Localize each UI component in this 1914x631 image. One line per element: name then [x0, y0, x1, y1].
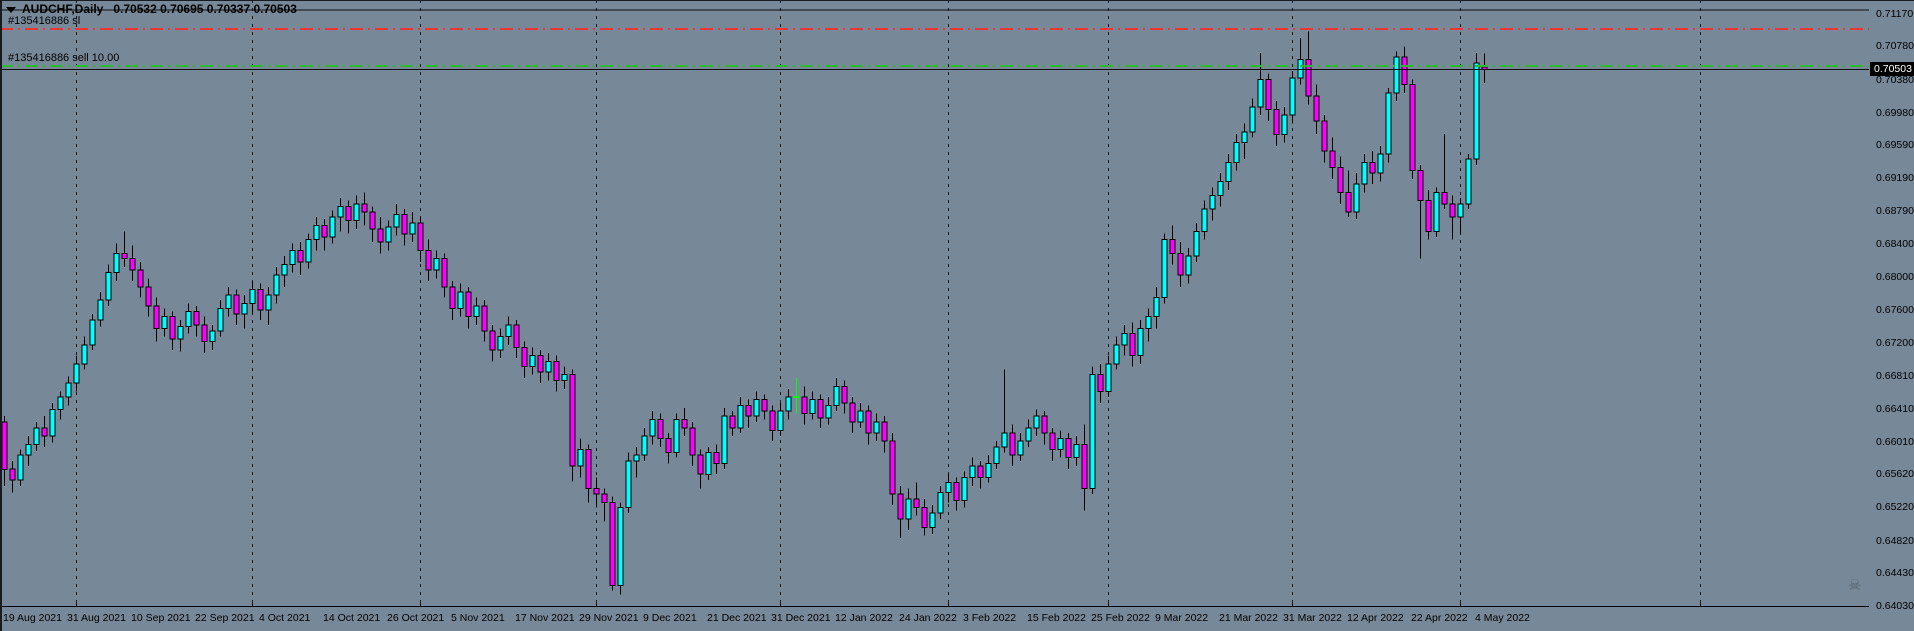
time-tick-label: 21 Mar 2022: [1219, 612, 1278, 624]
price-tick-label: 0.66810: [1876, 370, 1914, 382]
time-tick-label: 12 Apr 2022: [1347, 612, 1404, 624]
time-tick-label: 31 Mar 2022: [1283, 612, 1342, 624]
price-tick-label: 0.64820: [1876, 535, 1914, 547]
price-tick-label: 0.70380: [1876, 74, 1914, 86]
time-tick-label: 31 Aug 2021: [67, 612, 126, 624]
price-tick-label: 0.67200: [1876, 337, 1914, 349]
time-tick-label: 5 Nov 2021: [451, 612, 505, 624]
window-left-border: [0, 0, 2, 631]
time-tick-label: 10 Sep 2021: [131, 612, 191, 624]
price-tick-label: 0.70780: [1876, 40, 1914, 52]
time-tick-label: 15 Feb 2022: [1027, 612, 1086, 624]
time-tick-label: 31 Dec 2021: [771, 612, 831, 624]
candlestick-chart[interactable]: [0, 0, 1869, 607]
price-tick-label: 0.65620: [1876, 468, 1914, 480]
time-tick-label: 9 Dec 2021: [643, 612, 697, 624]
time-tick-label: 25 Feb 2022: [1091, 612, 1150, 624]
symbol-menu-arrow-icon[interactable]: [6, 7, 16, 13]
price-axis[interactable]: [1870, 0, 1914, 606]
price-tick-label: 0.64030: [1876, 600, 1914, 612]
time-tick-label: 14 Oct 2021: [323, 612, 381, 624]
sell-position-label: #135416886 sell 10.00: [8, 52, 120, 64]
time-tick-label: 4 May 2022: [1475, 612, 1530, 624]
time-tick-label: 22 Sep 2021: [195, 612, 255, 624]
price-tick-label: 0.69980: [1876, 107, 1914, 119]
time-tick-label: 4 Oct 2021: [259, 612, 311, 624]
window-top-border: [0, 0, 1914, 1]
time-tick-label: 12 Jan 2022: [835, 612, 893, 624]
price-tick-label: 0.69190: [1876, 172, 1914, 184]
price-tick-label: 0.68790: [1876, 205, 1914, 217]
time-tick-label: 21 Dec 2021: [707, 612, 767, 624]
time-tick-label: 17 Nov 2021: [515, 612, 575, 624]
price-tick-label: 0.69590: [1876, 139, 1914, 151]
price-tick-label: 0.67600: [1876, 304, 1914, 316]
price-tick-label: 0.66010: [1876, 436, 1914, 448]
price-tick-label: 0.68400: [1876, 238, 1914, 250]
time-tick-label: 9 Mar 2022: [1155, 612, 1209, 624]
time-tick-label: 29 Nov 2021: [579, 612, 639, 624]
time-tick-label: 24 Jan 2022: [899, 612, 957, 624]
price-tick-label: 0.68000: [1876, 271, 1914, 283]
price-tick-label: 0.64430: [1876, 567, 1914, 579]
time-tick-label: 3 Feb 2022: [963, 612, 1017, 624]
time-tick-label: 26 Oct 2021: [387, 612, 445, 624]
chart-ohlc-values: 0.70532 0.70695 0.70337 0.70503: [113, 2, 297, 16]
chart-title-row: AUDCHF,Daily 0.70532 0.70695 0.70337 0.7…: [6, 2, 297, 16]
stop-loss-label: #135416886 sl: [8, 15, 81, 27]
price-tick-label: 0.65220: [1876, 501, 1914, 513]
time-tick-label: 22 Apr 2022: [1411, 612, 1468, 624]
price-tick-label: 0.66410: [1876, 403, 1914, 415]
chart-title: AUDCHF,Daily: [22, 2, 104, 16]
price-tick-label: 0.71170: [1876, 8, 1914, 20]
time-tick-label: 19 Aug 2021: [3, 612, 62, 624]
current-price-badge: 0.70503: [1870, 62, 1914, 76]
skull-watermark-icon: ☠: [1848, 577, 1862, 594]
